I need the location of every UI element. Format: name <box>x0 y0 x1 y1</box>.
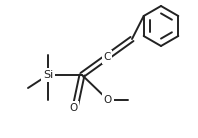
Text: Si: Si <box>43 70 53 80</box>
Text: O: O <box>104 95 112 105</box>
Text: O: O <box>69 103 77 113</box>
Text: C: C <box>103 52 111 62</box>
